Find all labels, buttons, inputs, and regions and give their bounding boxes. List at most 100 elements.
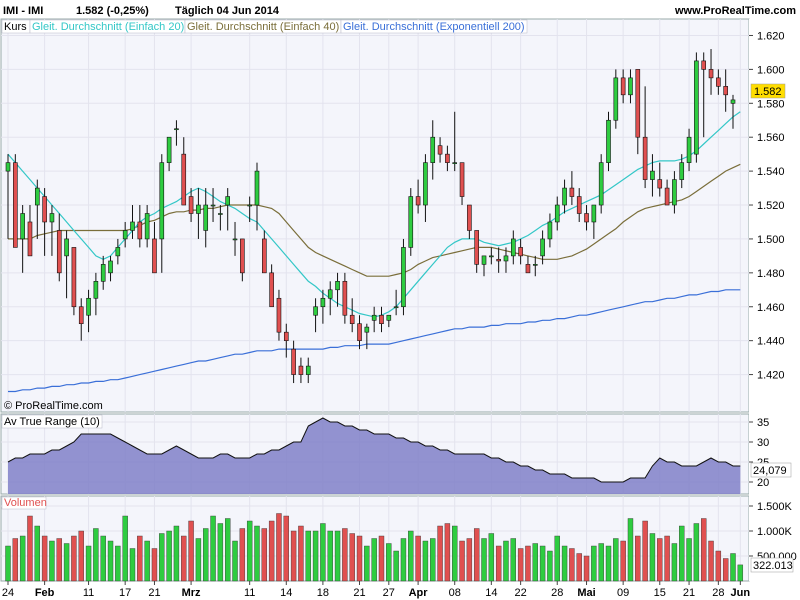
candle-body bbox=[78, 306, 84, 325]
volume-bar bbox=[93, 528, 99, 582]
volume-bar bbox=[400, 538, 407, 582]
volume-bar bbox=[334, 530, 341, 582]
x-tick-label: 21 bbox=[683, 587, 695, 599]
y-axis-area bbox=[749, 19, 800, 581]
candle-body bbox=[13, 162, 18, 248]
candle-body bbox=[730, 99, 736, 104]
candle-body bbox=[320, 297, 326, 308]
atr-last-tag bbox=[750, 462, 792, 478]
ema200-layer bbox=[8, 289, 741, 393]
x-tick-label: 15 bbox=[654, 587, 666, 599]
candle-body bbox=[562, 187, 567, 206]
candle-body bbox=[694, 60, 699, 155]
candle-body bbox=[701, 60, 707, 70]
x-tick-label: Mai bbox=[577, 587, 595, 599]
candle-body bbox=[159, 162, 165, 240]
candle-body bbox=[144, 213, 150, 240]
candle-body bbox=[276, 297, 282, 333]
volume-bar bbox=[510, 538, 517, 582]
volume-bar bbox=[452, 525, 458, 582]
candle-body bbox=[5, 162, 11, 172]
volume-bar bbox=[34, 525, 40, 582]
volume-bar bbox=[642, 520, 648, 582]
volume-tick-label: 1.000K bbox=[757, 526, 793, 538]
quote-value: 1.582 (-0,25%) bbox=[76, 5, 149, 17]
volume-bar bbox=[224, 518, 231, 582]
volume-bar bbox=[532, 543, 538, 582]
candle-body bbox=[115, 247, 121, 257]
volume-bar bbox=[488, 533, 495, 582]
volume-title-box bbox=[1, 496, 47, 510]
candle-body bbox=[240, 238, 245, 274]
legend-ema200-box bbox=[340, 19, 528, 34]
legend-sma40[interactable]: Gleit. Durchschnitt (Einfach 40) bbox=[187, 21, 339, 33]
x-tick-label: 28 bbox=[712, 587, 724, 599]
volume-bar bbox=[576, 553, 582, 582]
volume-bar bbox=[679, 525, 685, 582]
volume-bar bbox=[63, 543, 70, 582]
candle-body bbox=[262, 238, 267, 274]
candle-body bbox=[716, 77, 721, 87]
price-tick-label: 1.420 bbox=[757, 370, 785, 382]
atr-title-box bbox=[1, 414, 103, 429]
x-tick-label: Apr bbox=[409, 587, 429, 599]
volume-bar bbox=[459, 540, 465, 582]
candle-body bbox=[291, 348, 296, 375]
x-tick-label: 22 bbox=[515, 587, 527, 599]
atr-layer bbox=[7, 417, 741, 494]
volume-bar bbox=[430, 538, 436, 582]
candle-body bbox=[210, 204, 216, 207]
volume-bar bbox=[664, 535, 670, 582]
candle-body bbox=[181, 153, 187, 206]
candle-body bbox=[71, 247, 77, 308]
candle-body bbox=[130, 221, 135, 231]
x-tick-label: 11 bbox=[244, 587, 255, 599]
volume-bar bbox=[129, 548, 136, 582]
site-label[interactable]: www.ProRealTime.com bbox=[674, 5, 796, 17]
symbol-title: IMI - IMI bbox=[3, 5, 43, 17]
volume-bar bbox=[320, 523, 326, 582]
candle-body bbox=[547, 221, 553, 240]
candle-body bbox=[584, 213, 589, 223]
volume-bar bbox=[444, 523, 451, 582]
candle-body bbox=[93, 281, 99, 299]
candle-body bbox=[613, 77, 619, 121]
candle-body bbox=[576, 196, 582, 214]
volume-bar bbox=[107, 540, 114, 582]
volume-title[interactable]: Volumen bbox=[4, 497, 47, 509]
candle-body bbox=[723, 86, 728, 96]
volume-bar bbox=[708, 540, 714, 582]
x-tick-label: 28 bbox=[551, 587, 563, 599]
candle-body bbox=[423, 162, 428, 206]
candle-body bbox=[64, 238, 69, 257]
candle-body bbox=[474, 230, 479, 265]
volume-bar bbox=[151, 548, 158, 582]
volume-bar bbox=[466, 538, 473, 582]
candle-body bbox=[415, 196, 421, 206]
candle-body bbox=[386, 314, 392, 321]
candle-body bbox=[349, 314, 355, 325]
candle-body bbox=[56, 230, 62, 274]
x-tick-label: 27 bbox=[383, 587, 395, 599]
candle-body bbox=[591, 204, 597, 223]
volume-bar bbox=[613, 538, 619, 582]
atr-title[interactable]: Av True Range (10) bbox=[4, 416, 100, 428]
ema200-line bbox=[8, 289, 741, 393]
candle-body bbox=[452, 162, 458, 164]
volume-bar bbox=[569, 548, 575, 582]
legend-ema200[interactable]: Gleit. Durchschnitt (Exponentiell 200) bbox=[343, 21, 525, 33]
volume-bar bbox=[605, 545, 612, 582]
sma40-layer bbox=[8, 163, 741, 277]
volume-bar bbox=[71, 535, 77, 582]
volume-bar bbox=[298, 525, 304, 582]
candle-body bbox=[430, 136, 436, 163]
legend-kurs[interactable]: Kurs bbox=[4, 21, 27, 33]
legend-sma20[interactable]: Gleit. Durchschnitt (Einfach 20) bbox=[32, 21, 184, 33]
volume-bar bbox=[181, 535, 187, 582]
candle-body bbox=[122, 230, 128, 240]
volume-bar bbox=[246, 520, 253, 582]
candle-body bbox=[635, 69, 641, 138]
candle-body bbox=[569, 187, 575, 197]
volume-bar bbox=[517, 548, 524, 582]
candle-body bbox=[335, 281, 340, 291]
